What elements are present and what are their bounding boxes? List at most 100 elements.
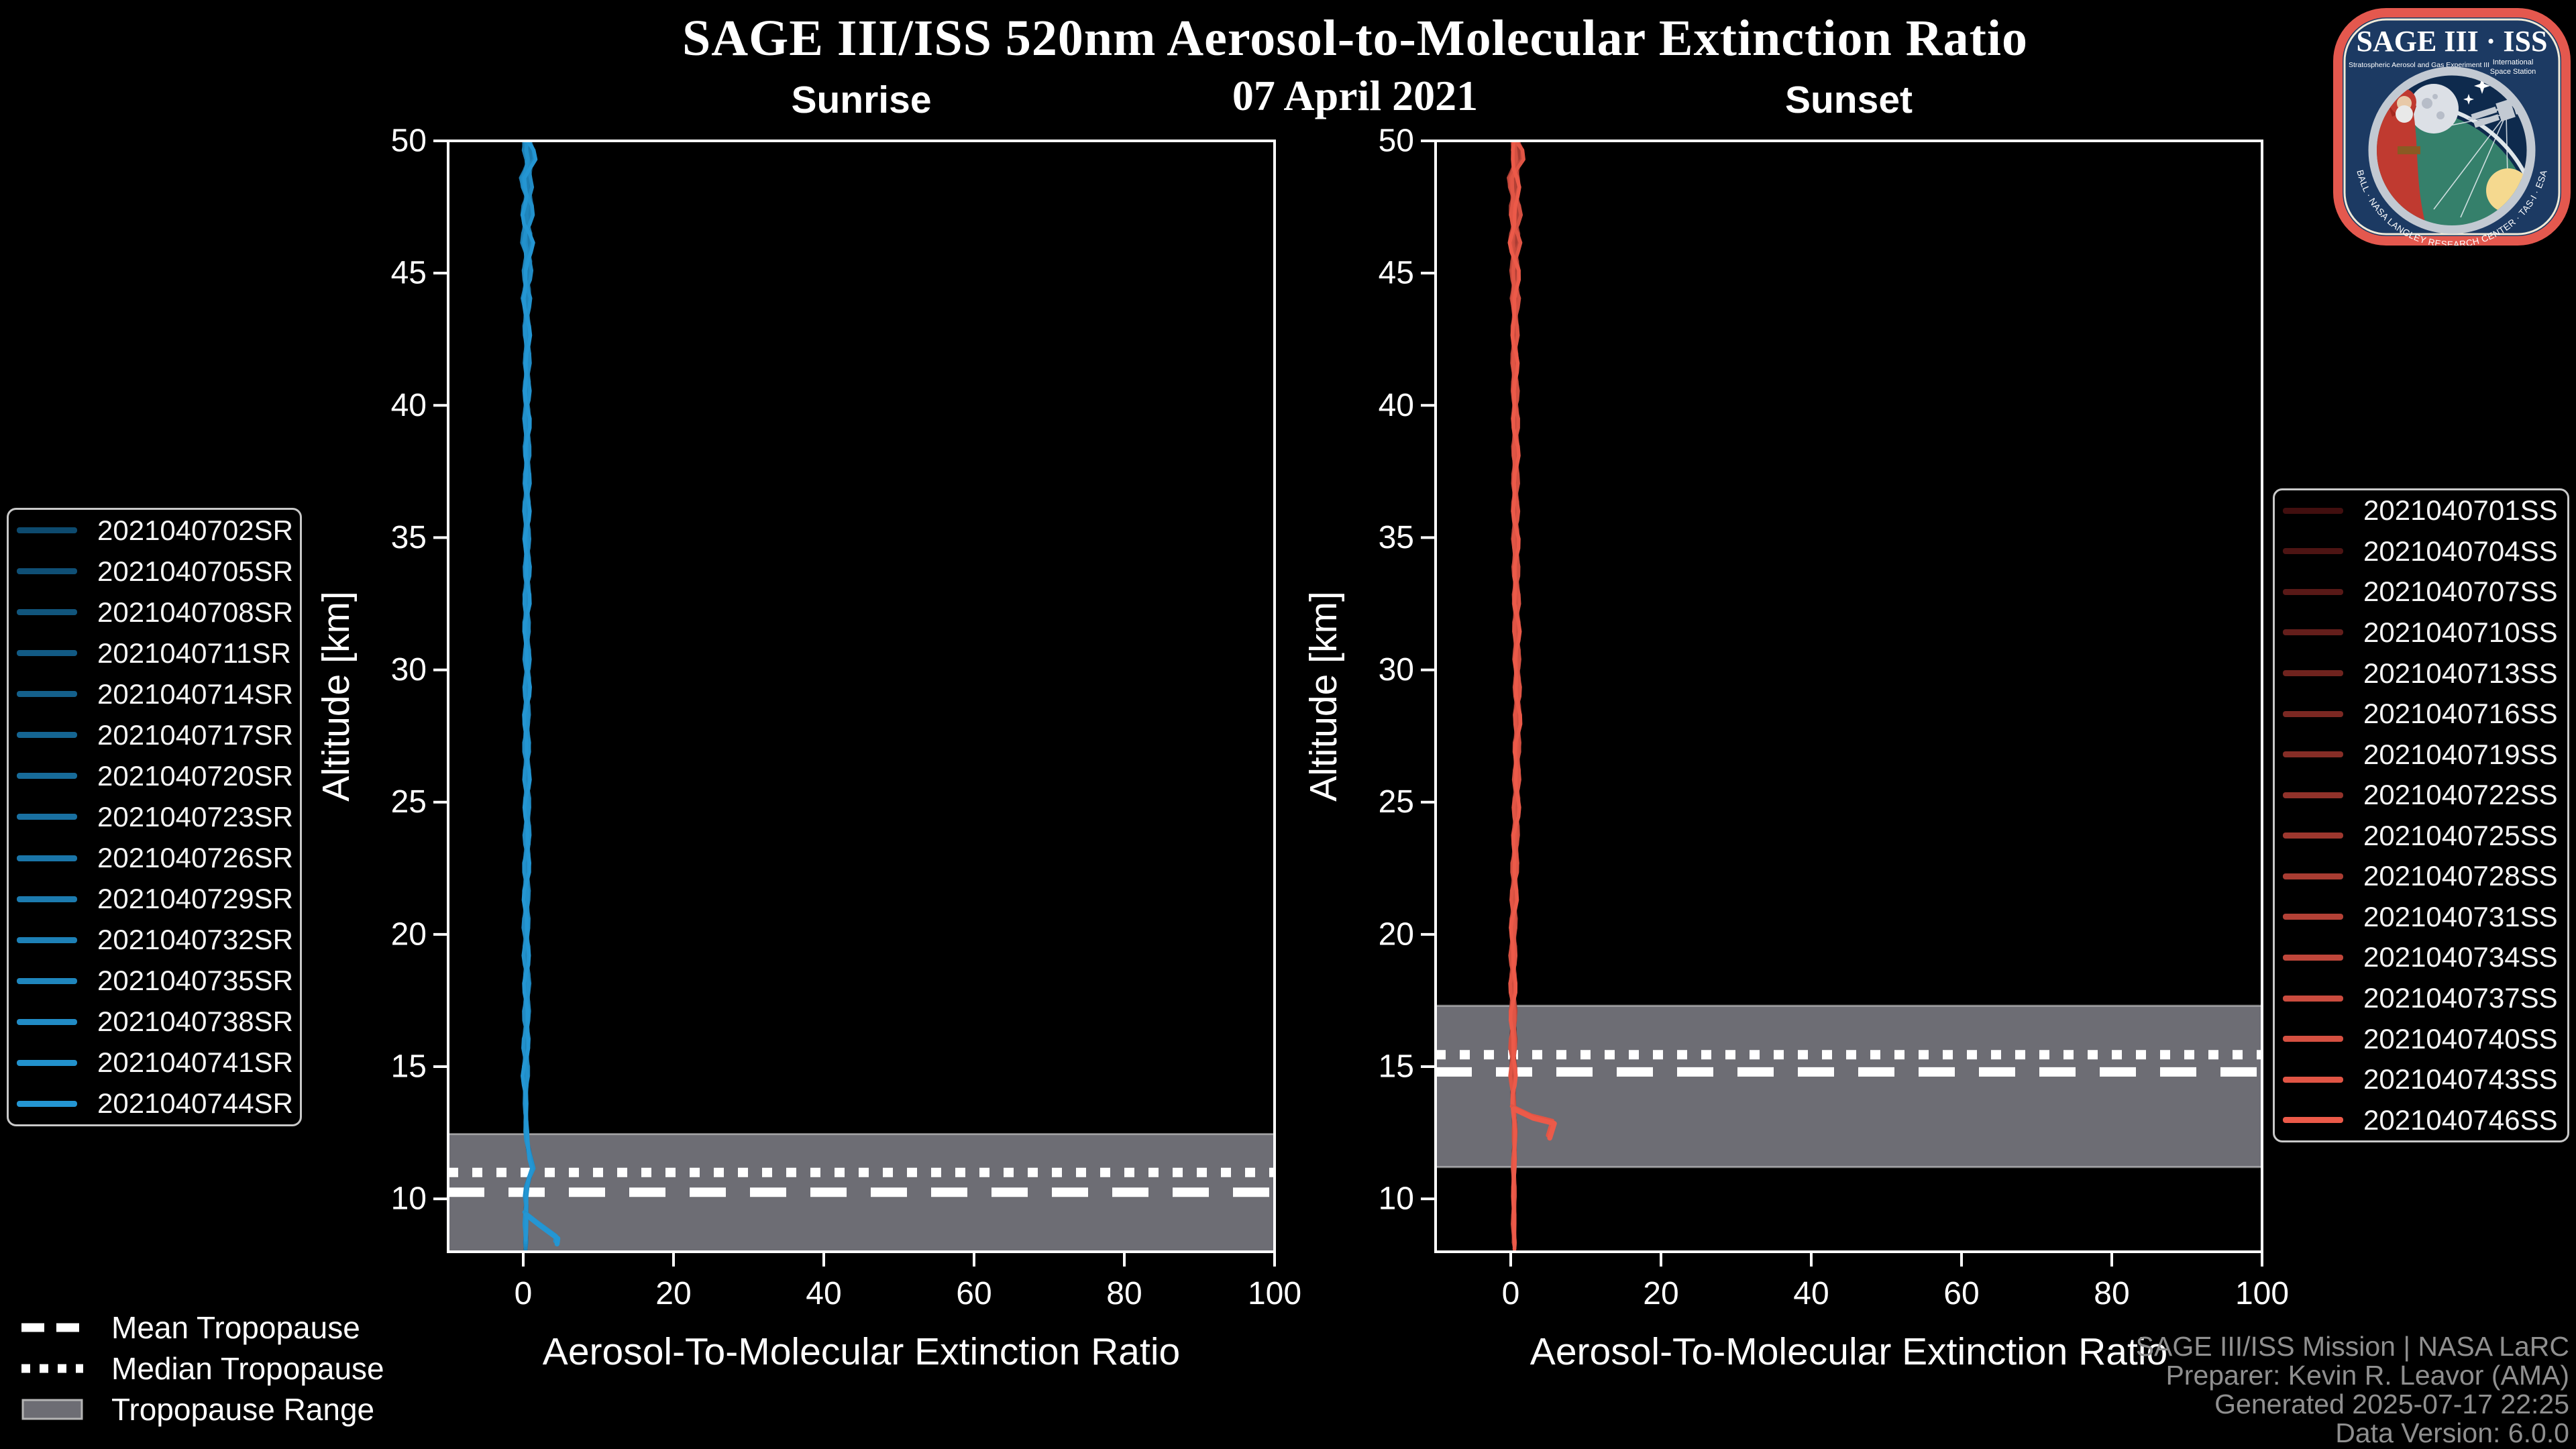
legend-item: 2021040719SS [2275,739,2567,771]
legend-item-median-tropopause: Median Tropopause [20,1348,384,1389]
y-tick-label: 40 [391,388,427,423]
x-tick-label: 60 [956,1276,991,1311]
legend-label: 2021040735SR [97,965,293,997]
panel-title-sunrise: Sunrise [791,78,932,121]
legend-swatch [2283,833,2343,839]
legend-label: 2021040717SR [97,718,293,751]
y-tick-label: 30 [1379,652,1414,688]
legend-swatch [2283,873,2343,879]
legend-item: 2021040708SR [9,596,300,629]
sunrise-event-legend: 2021040702SR 2021040705SR 2021040708SR 2021… [7,508,302,1126]
legend-item: 2021040734SS [2275,941,2567,973]
legend-item: 2021040701SS [2275,494,2567,527]
legend-swatch [17,773,77,780]
y-tick-label: 50 [391,123,427,159]
legend-label: 2021040725SS [2363,819,2558,851]
sunrise-panel: 0 20 40 60 80 100 10 15 20 25 30 35 40 45 50 Aerosol-To… [315,123,1301,1374]
legend-label: 2021040732SR [97,924,293,956]
profile-line-2021040746SS [1507,141,1523,1251]
legend-swatch [2283,914,2343,920]
legend-swatch [17,650,77,657]
legend-item-mean-tropopause: Mean Tropopause [20,1307,384,1348]
patch-subtitle-right-1: International [2493,58,2534,66]
legend-label: 2021040729SR [97,883,293,915]
legend-item: 2021040702SR [9,515,300,547]
y-tick-label: 15 [1379,1049,1414,1085]
y-axis-label: Altitude [km] [315,591,358,802]
legend-item: 2021040714SR [9,678,300,710]
sunset-event-legend: 2021040701SS 2021040704SS 2021040707SS 2021… [2273,488,2569,1142]
legend-item: 2021040740SS [2275,1023,2567,1055]
legend-label: 2021040708SR [97,596,293,628]
legend-item: 2021040735SR [9,965,300,997]
legend-label: 2021040705SR [97,555,293,587]
legend-item: 2021040717SR [9,719,300,751]
axes-spines [447,140,1276,1253]
legend-item: 2021040711SR [9,637,300,669]
legend-swatch [2283,588,2343,595]
legend-item: 2021040705SR [9,555,300,588]
x-tick-label: 80 [1106,1276,1142,1311]
y-tick-label: 35 [391,520,427,555]
legend-swatch [17,527,77,534]
legend-swatch [2283,1076,2343,1083]
footer-mission: SAGE III/ISS Mission | NASA LaRC [2135,1330,2569,1362]
legend-label: 2021040728SS [2363,860,2558,892]
legend-label: 2021040722SS [2363,779,2558,811]
profile-spur [523,1212,561,1246]
legend-swatch [17,1100,77,1107]
legend-label: 2021040720SR [97,759,293,792]
legend-item: 2021040729SR [9,883,300,915]
legend-label: 2021040701SS [2363,494,2558,527]
legend-swatch [17,609,77,616]
moon [2409,84,2459,133]
x-tick-label: 60 [1943,1276,1979,1311]
legend-item-tropopause-range: Tropopause Range [20,1389,384,1430]
legend-label: 2021040746SS [2363,1104,2558,1136]
x-tick-label: 100 [1248,1276,1301,1311]
x-axis-label: Aerosol-To-Molecular Extinction Ratio [1530,1330,2167,1373]
legend-swatch [17,568,77,575]
legend-label: 2021040726SR [97,842,293,874]
legend-swatch [2283,751,2343,758]
legend-item: 2021040725SS [2275,820,2567,852]
legend-label: 2021040714SR [97,678,293,710]
legend-label: 2021040716SS [2363,698,2558,730]
legend-item: 2021040704SS [2275,535,2567,568]
patch-subtitle-right-2: Space Station [2490,68,2536,76]
legend-label: 2021040743SS [2363,1063,2558,1095]
legend-item: 2021040720SR [9,760,300,792]
axes-spines [1434,140,2263,1253]
legend-label: 2021040702SR [97,514,293,546]
y-tick-label: 30 [391,652,427,688]
legend-item: 2021040713SS [2275,657,2567,690]
y-tick-label: 20 [1379,916,1414,952]
legend-item: 2021040744SR [9,1087,300,1120]
legend-label: 2021040707SS [2363,576,2558,608]
legend-swatch [17,1018,77,1025]
sunset-profiles [1506,141,1557,1251]
legend-swatch [17,896,77,902]
dotted-line-icon [21,1364,83,1373]
legend-swatch [2283,629,2343,636]
x-tick-label: 0 [1502,1276,1520,1311]
x-tick-label: 40 [1793,1276,1829,1311]
legend-label: 2021040734SS [2363,941,2558,973]
legend-item: 2021040726SR [9,842,300,874]
x-tick-label: 20 [1643,1276,1678,1311]
legend-item: 2021040716SS [2275,698,2567,730]
legend-item: 2021040722SS [2275,779,2567,811]
tropopause-range-band [1436,1006,2262,1167]
legend-item: 2021040707SS [2275,576,2567,608]
legend-label: Mean Tropopause [111,1309,360,1345]
y-axis-label: Altitude [km] [1302,591,1345,802]
legend-item: 2021040741SR [9,1046,300,1079]
sunset-panel: 0 20 40 60 80 100 10 15 20 25 30 35 40 45 50 Aerosol-To… [1302,123,2289,1374]
legend-swatch [2283,792,2343,798]
y-tick-label: 25 [391,784,427,820]
y-tick-label: 45 [1379,256,1414,291]
legend-item: 2021040738SR [9,1006,300,1038]
x-tick-label: 40 [806,1276,841,1311]
legend-label: 2021040738SR [97,1006,293,1038]
